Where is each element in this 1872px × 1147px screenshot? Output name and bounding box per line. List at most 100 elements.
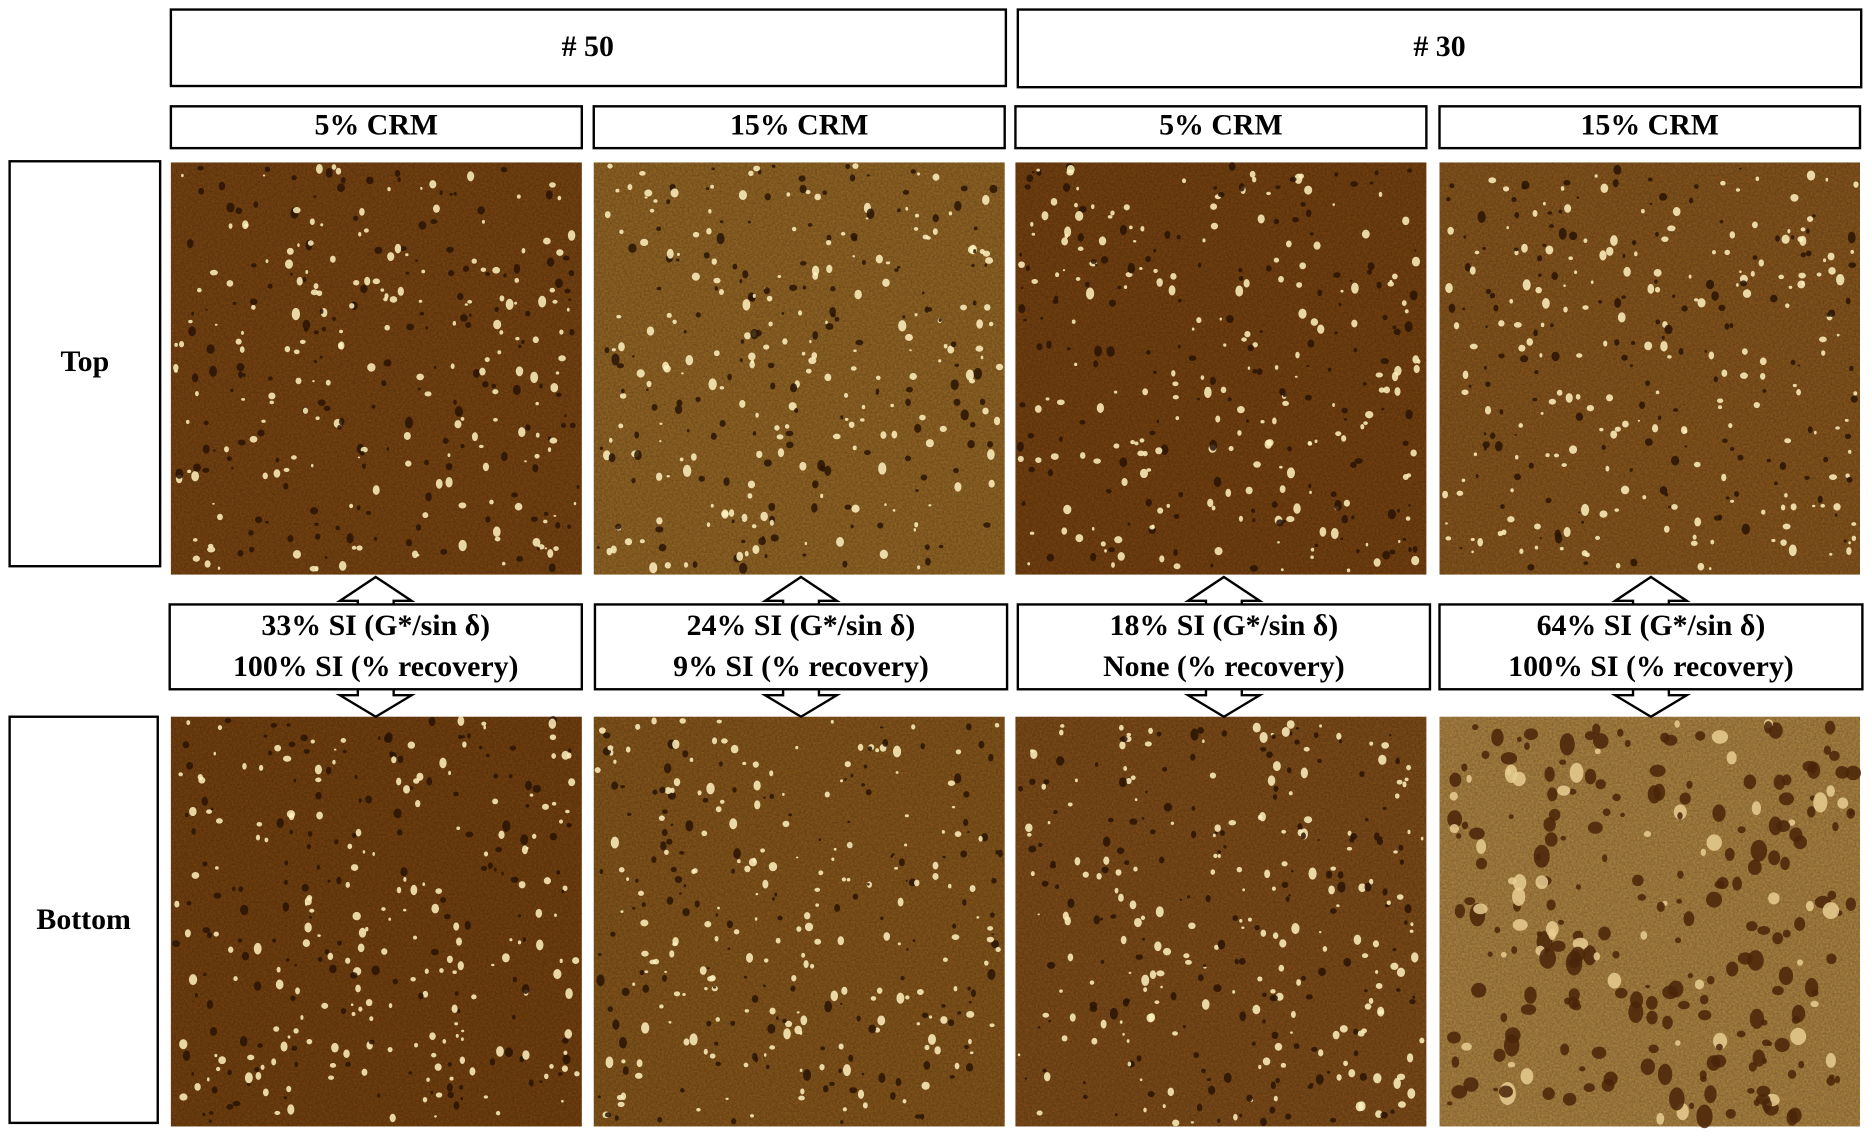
- particle: [1107, 817, 1114, 823]
- particle: [916, 988, 924, 996]
- particle: [1583, 561, 1589, 565]
- particle: [920, 474, 928, 481]
- particle: [1532, 209, 1538, 217]
- particle: [1034, 405, 1042, 413]
- particle: [1449, 824, 1460, 834]
- particle: [1135, 954, 1144, 960]
- particle: [617, 1101, 625, 1108]
- particle: [1281, 726, 1290, 737]
- particle: [191, 828, 196, 835]
- particle: [1179, 898, 1183, 901]
- particle: [900, 976, 905, 981]
- particle: [1398, 540, 1401, 544]
- particle: [289, 829, 293, 835]
- particle: [532, 537, 541, 547]
- particle: [397, 286, 404, 296]
- particle: [1614, 297, 1622, 308]
- particle: [1807, 806, 1816, 818]
- particle: [979, 249, 985, 255]
- particle: [460, 416, 465, 421]
- particle: [1805, 250, 1812, 257]
- particle: [1308, 867, 1317, 880]
- particle: [672, 942, 678, 947]
- particle: [285, 958, 290, 962]
- particle: [760, 511, 768, 522]
- particle: [244, 223, 249, 228]
- particle: [191, 872, 200, 879]
- particle: [1071, 319, 1076, 324]
- particle: [672, 739, 680, 750]
- particle: [596, 546, 600, 549]
- particle: [1679, 792, 1691, 805]
- particle: [1406, 764, 1412, 771]
- particle: [1706, 975, 1715, 985]
- particle: [1118, 724, 1124, 731]
- particle: [877, 1015, 886, 1026]
- particle: [1649, 202, 1653, 205]
- particle: [1848, 541, 1851, 545]
- particle: [409, 786, 414, 790]
- particle: [979, 398, 986, 406]
- column-header: [169, 105, 584, 150]
- particle: [445, 477, 453, 488]
- particle: [324, 556, 328, 559]
- particle: [763, 958, 769, 963]
- particle: [1061, 237, 1069, 246]
- particle: [1734, 490, 1740, 497]
- particle: [742, 761, 747, 766]
- particle: [1386, 900, 1391, 906]
- particle: [549, 437, 558, 444]
- particle: [1655, 319, 1661, 325]
- particle: [662, 361, 669, 371]
- particle: [1091, 526, 1095, 531]
- particle: [861, 404, 866, 410]
- image-grain: [1015, 162, 1427, 575]
- particle: [1317, 758, 1322, 764]
- particle: [340, 1008, 347, 1015]
- group-header: [169, 8, 1008, 88]
- particle: [820, 1046, 826, 1051]
- particle: [1482, 441, 1490, 449]
- particle: [606, 547, 613, 556]
- particle: [1350, 181, 1359, 187]
- particle: [714, 286, 718, 291]
- particle: [1393, 328, 1401, 336]
- particle: [664, 787, 672, 794]
- particle: [1402, 473, 1409, 481]
- particle: [912, 939, 916, 943]
- particle: [1219, 317, 1223, 321]
- particle: [1521, 243, 1528, 253]
- particle: [932, 861, 939, 870]
- particle: [709, 1053, 716, 1059]
- particle: [174, 900, 180, 908]
- particle: [727, 373, 732, 381]
- particle: [1093, 360, 1099, 368]
- particle: [1100, 959, 1105, 964]
- particle: [1729, 322, 1734, 329]
- particle: [976, 916, 980, 919]
- particle: [1108, 299, 1117, 307]
- particle: [1678, 348, 1684, 355]
- particle: [865, 217, 869, 220]
- particle: [471, 258, 477, 264]
- particle: [1773, 481, 1778, 486]
- particle: [290, 995, 296, 1002]
- particle: [1238, 183, 1245, 192]
- particle: [1091, 1037, 1098, 1045]
- particle: [237, 549, 244, 557]
- particle: [534, 453, 540, 459]
- particle: [565, 988, 573, 1000]
- particle: [1098, 236, 1107, 246]
- particle: [607, 1006, 613, 1012]
- particle: [1167, 1087, 1175, 1097]
- particle: [658, 815, 665, 821]
- particle: [677, 252, 680, 257]
- particle: [284, 259, 293, 269]
- particle: [769, 1045, 776, 1050]
- particle: [800, 1088, 805, 1095]
- particle: [1325, 870, 1333, 879]
- particle: [1139, 1078, 1143, 1082]
- particle: [239, 1036, 248, 1047]
- particle: [1623, 266, 1631, 277]
- particle: [267, 376, 273, 381]
